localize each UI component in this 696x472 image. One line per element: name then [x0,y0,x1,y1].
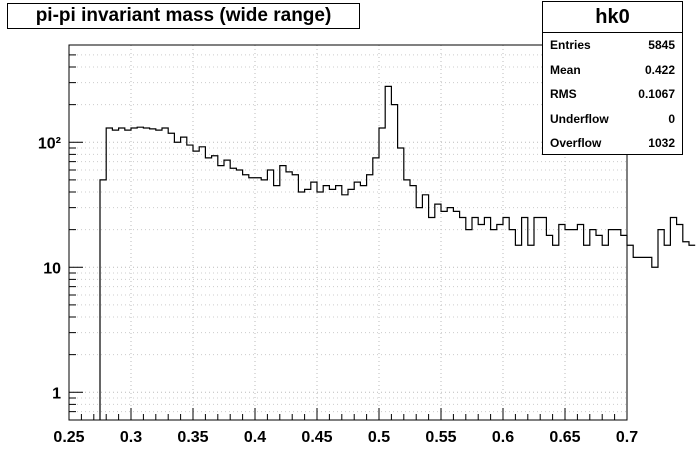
stat-row-mean: Mean 0.422 [543,58,682,83]
x-tick-label: 0.35 [177,429,208,446]
y-tick-label: 10 [43,260,61,277]
x-tick-label: 0.55 [425,429,456,446]
plot-frame [68,44,628,421]
stat-label: Mean [550,62,581,77]
x-tick-label: 0.45 [301,429,332,446]
x-tick-label: 0.65 [549,429,580,446]
stat-row-entries: Entries 5845 [543,33,682,58]
stat-row-underflow: Underflow 0 [543,107,682,132]
stat-value: 0.422 [644,62,675,77]
stat-row-rms: RMS 0.1067 [543,82,682,107]
stat-label: Overflow [550,136,602,151]
x-tick-label: 0.3 [120,429,142,446]
y-tick-label: 1 [52,385,61,402]
x-tick-label: 0.5 [368,429,390,446]
x-tick-label: 0.4 [244,429,266,446]
stat-value: 0.1067 [638,87,675,102]
y-axis: 1 10 10² [38,44,83,421]
stat-value: 5845 [648,38,675,52]
chart-title: pi-pi invariant mass (wide range) [7,3,360,29]
histogram-name: hk0 [543,2,682,33]
x-tick-label: 0.25 [53,429,84,446]
stat-row-overflow: Overflow 1032 [543,131,682,156]
x-axis: 0.25 0.3 0.35 0.4 0.45 0.5 0.55 0.6 0.65 0.7 [53,408,638,446]
x-tick-label: 0.6 [492,429,514,446]
stat-value: 0 [668,111,675,126]
stat-label: Entries [550,38,591,52]
stat-value: 1032 [648,136,675,151]
x-tick-label: 0.7 [616,429,638,446]
stat-label: Underflow [550,111,609,126]
y-tick-label: 10² [38,135,61,152]
stats-box: hk0 Entries 5845 Mean 0.422 RMS 0.1067 U… [542,1,683,155]
histogram-line [99,85,696,420]
stat-label: RMS [550,87,577,102]
